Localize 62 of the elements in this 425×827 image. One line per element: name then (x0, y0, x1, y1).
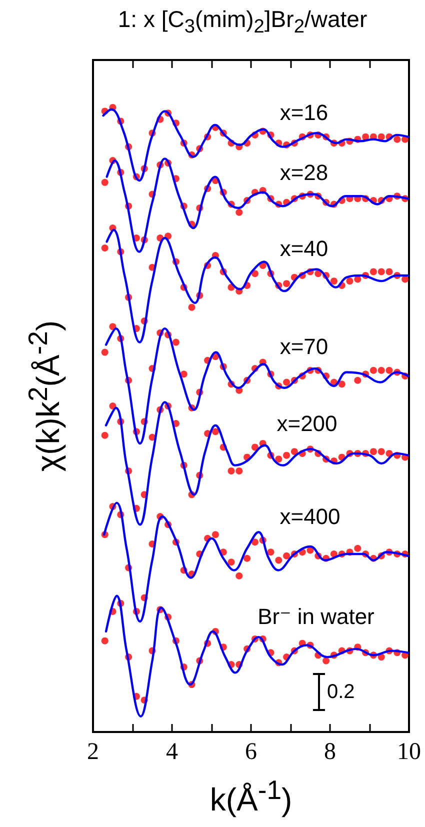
point (314, 270, 322, 278)
point (244, 554, 251, 562)
point (370, 366, 377, 374)
point (236, 467, 243, 474)
annotation: Br⁻ in water (258, 604, 374, 630)
annotation: x=70 (280, 334, 328, 360)
point (338, 380, 346, 388)
annotation: x=400 (280, 504, 340, 530)
x-tick-label: 10 (397, 739, 421, 765)
point (354, 376, 362, 384)
point (212, 428, 219, 436)
point (283, 552, 290, 560)
point (101, 432, 108, 439)
point (101, 348, 108, 356)
point (212, 531, 219, 538)
chart-title: 1: x [C$_{3}$(mim)$_{2}$]Br$_{2}$/water (116, 6, 368, 39)
point (251, 270, 258, 278)
point (370, 448, 377, 456)
point (188, 304, 196, 311)
point (228, 558, 235, 566)
point (251, 538, 258, 546)
point (101, 637, 108, 644)
annotation: 0.2 (327, 680, 355, 704)
point (101, 244, 108, 252)
point (378, 448, 385, 456)
point (330, 278, 338, 285)
annotation: x=40 (280, 236, 328, 262)
annotation: x=28 (280, 160, 328, 186)
x-tick-label: 2 (87, 739, 99, 765)
point (322, 657, 330, 664)
point (370, 268, 377, 276)
point (236, 208, 243, 216)
point (346, 278, 354, 285)
point (172, 338, 180, 346)
annotation: x=200 (276, 411, 338, 437)
point (275, 556, 282, 564)
point (251, 444, 258, 451)
point (236, 572, 243, 580)
point (180, 370, 188, 378)
point (386, 366, 393, 374)
point (378, 133, 385, 140)
point (228, 467, 235, 474)
point (101, 178, 108, 186)
point (394, 136, 401, 143)
point (378, 366, 385, 374)
point (267, 548, 274, 556)
point (275, 456, 282, 463)
point (386, 268, 393, 276)
point (354, 544, 362, 552)
point (402, 276, 409, 283)
point (290, 448, 298, 456)
annotation: x=16 (280, 100, 328, 126)
point (283, 452, 290, 459)
point (283, 280, 290, 288)
x-tick-label: 6 (245, 739, 257, 765)
point (109, 402, 116, 410)
x-tick-label: 4 (166, 739, 178, 765)
point (283, 378, 290, 386)
x-axis-title: k(Å$^{-1}$) (208, 775, 294, 819)
point (378, 268, 385, 276)
point (354, 276, 362, 283)
x-tick-label: 8 (324, 739, 336, 765)
